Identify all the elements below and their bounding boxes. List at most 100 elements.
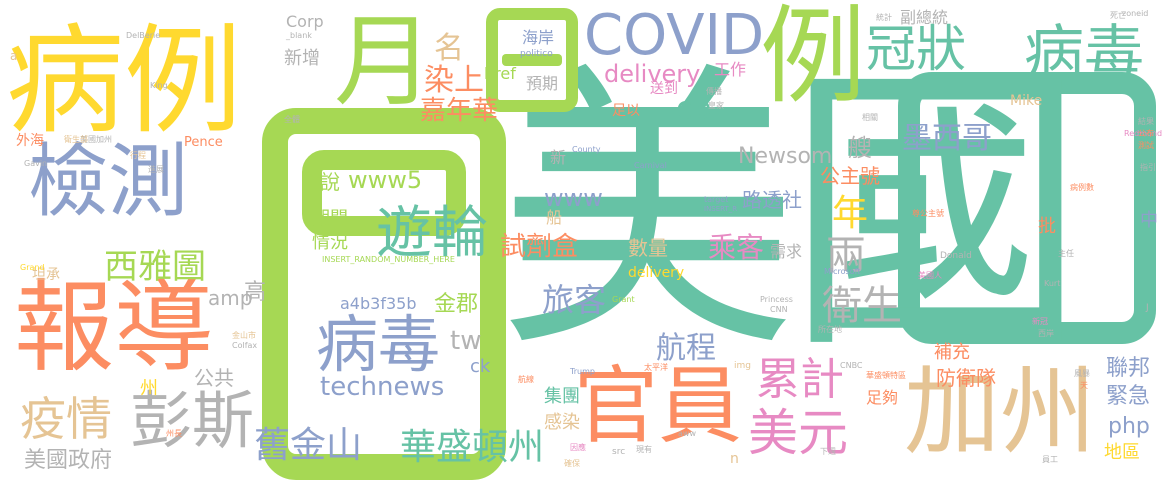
word-grant: Grant xyxy=(612,295,635,304)
word-qijian: 期間 xyxy=(312,208,348,229)
word-zuyi: 足以 xyxy=(612,103,640,119)
ri-small-frame xyxy=(486,8,578,112)
word-tianfan: 天 xyxy=(1080,381,1088,390)
word-siwang: 死亡 xyxy=(1110,11,1126,20)
word-politico: politico xyxy=(520,49,553,59)
word-delivery-big: delivery xyxy=(604,60,701,88)
word-href: href xyxy=(484,64,516,83)
word-zhou: 州 xyxy=(140,378,158,399)
word-ming: 名 xyxy=(434,31,464,66)
word-lvke: 旅客 xyxy=(542,281,607,319)
word-haian: 海岸 xyxy=(522,28,555,47)
word-county: County xyxy=(572,145,601,154)
word-xiyangju: 西岸 xyxy=(1038,329,1054,338)
word-li: 例 xyxy=(760,0,866,118)
word-baodao: 報導 xyxy=(14,269,214,386)
word-microsoft: Microsoft xyxy=(824,267,861,276)
word-bingdu-top: 病毒 xyxy=(1024,19,1144,89)
word-pence: Pence xyxy=(184,135,223,150)
ri-frame xyxy=(262,108,506,480)
word-quebao: 確保 xyxy=(564,459,580,468)
word-a4b3: a4b3f35b xyxy=(340,294,417,313)
word-ganran: 感染 xyxy=(544,412,580,433)
word-xinzeng: 新增 xyxy=(284,48,320,69)
word-jiance: 檢測 xyxy=(28,135,188,228)
word-youlun: 遊輪 xyxy=(376,201,488,266)
word-chuanbo: 傳播 xyxy=(706,87,722,96)
word-amp: amp xyxy=(208,286,253,310)
word-yue: 月 xyxy=(334,3,434,120)
word-diqu: 地區 xyxy=(1104,442,1140,463)
word-php: php xyxy=(1108,414,1150,439)
word-huashengdunzhou: 華盛頓州 xyxy=(400,427,545,468)
word-technews: technews xyxy=(320,372,445,402)
word-ceshi: 測試 xyxy=(1138,141,1154,150)
word-xuqiu: 需求 xyxy=(770,242,803,261)
word-jinshanshi: 金山市 xyxy=(232,331,256,340)
word-pi: 批 xyxy=(1038,216,1056,237)
word-xin-guan: 新冠 xyxy=(1032,317,1048,326)
word-jiujinshan: 舊金山 xyxy=(254,425,363,466)
word-tongji: 統計 xyxy=(876,13,892,22)
word-nian: 年 xyxy=(832,193,869,234)
word-liang: 兩 xyxy=(826,233,866,279)
word-xingcheng: 行程 xyxy=(130,151,146,160)
word-grand: Grand xyxy=(20,263,45,272)
word-jieguo: 結果 xyxy=(1138,117,1154,126)
word-carnival: Carnival xyxy=(634,161,667,170)
word-taipingyang: 太平洋 xyxy=(644,363,668,372)
word-cnbc: CNBC xyxy=(840,361,863,370)
word-img: img xyxy=(734,361,751,371)
word-src: src xyxy=(612,447,626,457)
word-jianianhua: 嘉年華 xyxy=(420,96,499,126)
ri-frame-inner xyxy=(302,150,466,236)
word-lianbang: 聯邦 xyxy=(1106,356,1151,381)
word-donald: Donald xyxy=(940,251,972,261)
word-ck: ck xyxy=(470,356,491,377)
word-yinsu: 因應 xyxy=(570,443,586,452)
word-insert-random: INSERT_RANDOM_NUMBER_HERE xyxy=(322,255,455,264)
word-zugou: 足夠 xyxy=(866,388,899,407)
word-www: www xyxy=(544,184,603,212)
word-gao: 高 xyxy=(244,280,267,305)
word-suoyou: 所在地 xyxy=(818,325,842,334)
word-chengke: 乘客 xyxy=(708,231,765,264)
word-meiyuan: 美元 xyxy=(748,404,848,462)
word-xin: 新 xyxy=(550,148,567,167)
word-tw: tw xyxy=(450,326,482,356)
word-xiazhou: 下週 xyxy=(820,447,836,456)
word-guanzhuang: 冠狀 xyxy=(866,20,966,78)
word-meiguoren: 美國人 xyxy=(918,271,942,280)
word-mike: Mike xyxy=(1010,93,1043,109)
word-jinji: 緊急 xyxy=(1106,384,1151,409)
word-guanyuan: 官員 xyxy=(574,357,743,455)
word-newsom: Newsom xyxy=(738,144,833,169)
word-pengsi: 彭斯 xyxy=(130,384,255,457)
word-bingdu-mid: 病毒 xyxy=(316,308,441,381)
word-meiguojiazhou: 美國加州 xyxy=(80,135,112,144)
word-jituan: 集團 xyxy=(544,386,580,407)
word-www5: www5 xyxy=(348,166,423,194)
word-j: J xyxy=(1146,303,1149,313)
meiguo-frame xyxy=(898,72,1156,344)
word-gavin: Gavin xyxy=(24,159,48,168)
word-zun-gongzhuhao: 尊公主號 xyxy=(912,209,944,218)
word-trump: Trump xyxy=(570,367,595,376)
word-fenghao: 風暴 xyxy=(1074,369,1090,378)
word-delberie: DelBerie xyxy=(126,31,161,40)
word-yuqi: 預期 xyxy=(526,74,559,93)
word-zoneid: zoneid xyxy=(1122,9,1149,18)
word-ranshang: 染上 xyxy=(424,63,484,98)
word-redmond: Redmond xyxy=(1124,129,1163,138)
word-princess: Princess xyxy=(760,295,793,304)
word-meiguo: 美國 xyxy=(498,39,1086,388)
word-king: King xyxy=(150,81,168,90)
word-shuo: 說 xyxy=(320,170,340,194)
word-shijihe: 試劑盒 xyxy=(500,232,579,262)
word-tancheng: 坦承 xyxy=(32,267,60,283)
word-covid: COVID xyxy=(584,3,765,68)
word-xianyou: 現有 xyxy=(636,445,652,454)
word-jiazhou: 加州 xyxy=(904,356,1096,468)
word-huashengdun-te: 華盛頓特區 xyxy=(866,371,906,380)
